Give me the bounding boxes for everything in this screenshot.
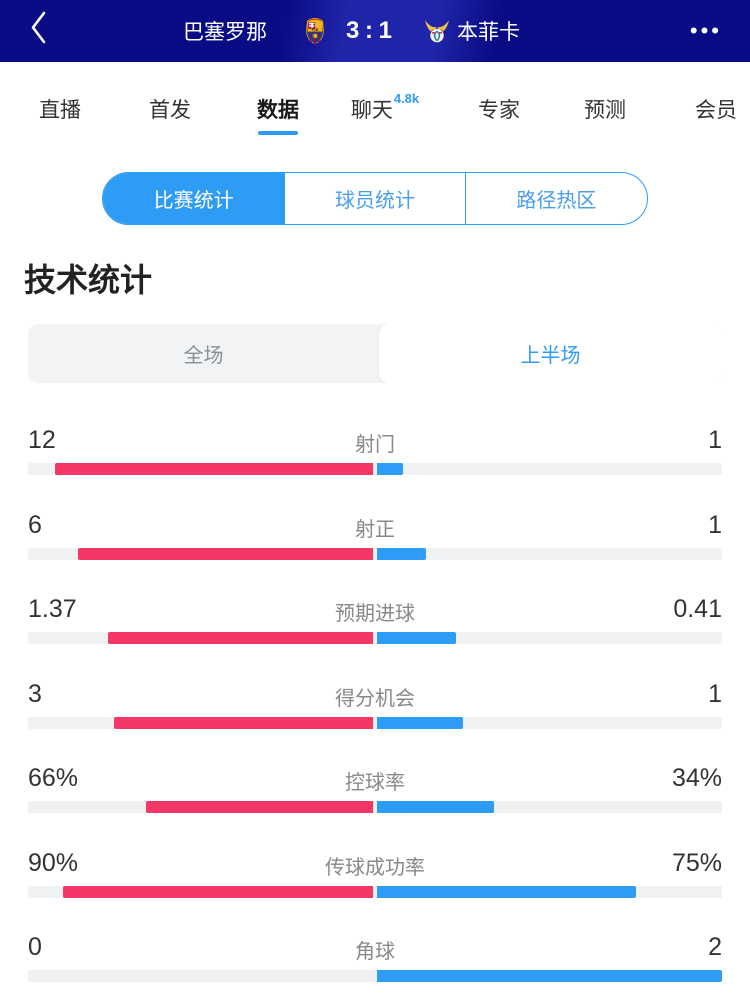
svg-text:FCB: FCB — [312, 28, 319, 32]
